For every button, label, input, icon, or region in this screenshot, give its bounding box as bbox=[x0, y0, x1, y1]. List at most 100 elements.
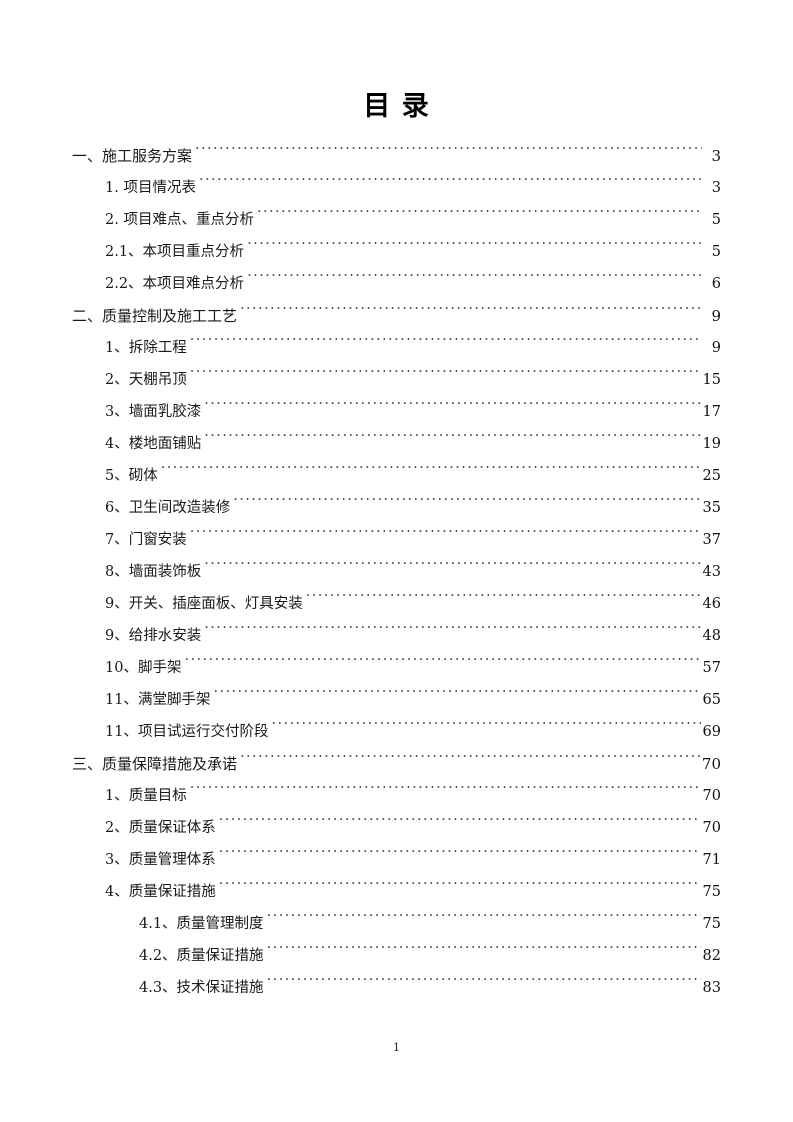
toc-entry-label: 2、天棚吊顶 bbox=[105, 372, 187, 388]
toc-entry[interactable]: 2. 项目难点、重点分析 5 bbox=[72, 204, 721, 236]
toc-dot-leader bbox=[184, 658, 700, 673]
toc-entry[interactable]: 1、质量目标 70 bbox=[72, 780, 721, 812]
toc-dot-leader bbox=[190, 530, 701, 545]
toc-entry-label: 三、质量保障措施及承诺 bbox=[72, 755, 238, 773]
toc-dot-leader bbox=[195, 146, 702, 161]
toc-entry-label: 1. 项目情况表 bbox=[105, 180, 196, 196]
toc-entry-page-number: 83 bbox=[702, 980, 721, 996]
toc-entry[interactable]: 4.3、技术保证措施 83 bbox=[72, 972, 721, 1004]
toc-entry-label: 4.1、质量管理制度 bbox=[139, 916, 264, 932]
toc-entry[interactable]: 11、项目试运行交付阶段 69 bbox=[72, 716, 721, 748]
toc-dot-leader bbox=[161, 466, 701, 481]
toc-entry-label: 7、门窗安装 bbox=[105, 532, 187, 548]
toc-entry-page-number: 75 bbox=[702, 884, 721, 900]
toc-dot-leader bbox=[190, 338, 702, 353]
toc-entry-label: 6、卫生间改造装修 bbox=[105, 500, 231, 516]
toc-entry-page-number: 3 bbox=[711, 180, 721, 196]
toc-entry[interactable]: 4、质量保证措施 75 bbox=[72, 876, 721, 908]
toc-entry[interactable]: 7、门窗安装 37 bbox=[72, 524, 721, 556]
toc-entry-page-number: 75 bbox=[702, 916, 721, 932]
toc-dot-leader bbox=[267, 946, 701, 961]
toc-entry-page-number: 25 bbox=[702, 468, 721, 484]
toc-dot-leader bbox=[247, 274, 702, 289]
toc-entry[interactable]: 8、墙面装饰板 43 bbox=[72, 556, 721, 588]
toc-entry[interactable]: 三、质量保障措施及承诺 70 bbox=[72, 748, 721, 780]
page-title: 目 录 bbox=[363, 91, 430, 122]
toc-dot-leader bbox=[213, 690, 700, 705]
toc-dot-leader bbox=[204, 562, 700, 577]
toc-entry-page-number: 69 bbox=[702, 724, 721, 740]
toc-entry[interactable]: 10、脚手架 57 bbox=[72, 652, 721, 684]
toc-entry-label: 2、质量保证体系 bbox=[105, 820, 216, 836]
toc-entry-page-number: 5 bbox=[711, 212, 721, 228]
toc-entry[interactable]: 2.2、本项目难点分析 6 bbox=[72, 268, 721, 300]
toc-dot-leader bbox=[271, 722, 700, 737]
toc-entry[interactable]: 9、开关、插座面板、灯具安装 46 bbox=[72, 588, 721, 620]
toc-entry[interactable]: 二、质量控制及施工工艺 9 bbox=[72, 300, 721, 332]
toc-entry-label: 1、拆除工程 bbox=[105, 340, 187, 356]
toc-entry-page-number: 6 bbox=[711, 276, 721, 292]
toc-entry-label: 9、给排水安装 bbox=[105, 628, 202, 644]
toc-entry[interactable]: 5、砌体 25 bbox=[72, 460, 721, 492]
toc-entry[interactable]: 6、卫生间改造装修 35 bbox=[72, 492, 721, 524]
toc-entry-page-number: 71 bbox=[702, 852, 721, 868]
toc-entry-label: 10、脚手架 bbox=[105, 660, 182, 676]
toc-entry-label: 2. 项目难点、重点分析 bbox=[105, 212, 254, 228]
toc-entry[interactable]: 2、质量保证体系 70 bbox=[72, 812, 721, 844]
toc-entry-label: 二、质量控制及施工工艺 bbox=[72, 307, 238, 325]
toc-entry[interactable]: 9、给排水安装 48 bbox=[72, 620, 721, 652]
toc-entry-page-number: 70 bbox=[702, 788, 721, 804]
toc-entry-page-number: 70 bbox=[702, 820, 721, 836]
toc-entry-label: 3、质量管理体系 bbox=[105, 852, 216, 868]
toc-entry-label: 4.3、技术保证措施 bbox=[139, 980, 264, 996]
toc-entry-page-number: 48 bbox=[702, 628, 721, 644]
toc-entry-label: 4、质量保证措施 bbox=[105, 884, 216, 900]
toc-entry[interactable]: 3、墙面乳胶漆 17 bbox=[72, 396, 721, 428]
toc-dot-leader bbox=[190, 370, 701, 385]
toc-dot-leader bbox=[267, 978, 701, 993]
toc-entry[interactable]: 1、拆除工程 9 bbox=[72, 332, 721, 364]
toc-entry[interactable]: 11、满堂脚手架 65 bbox=[72, 684, 721, 716]
toc-entry-page-number: 70 bbox=[701, 755, 721, 773]
toc-dot-leader bbox=[240, 306, 702, 321]
toc-entry-label: 一、施工服务方案 bbox=[72, 147, 193, 165]
toc-dot-leader bbox=[306, 594, 701, 609]
table-of-contents: 一、施工服务方案 3 1. 项目情况表 3 2. 项目难点、重点分析 5 2.1、本项目重点… bbox=[72, 140, 721, 1004]
toc-entry-label: 1、质量目标 bbox=[105, 788, 187, 804]
toc-dot-leader bbox=[267, 914, 701, 929]
toc-entry-label: 11、项目试运行交付阶段 bbox=[105, 724, 269, 740]
toc-dot-leader bbox=[204, 434, 700, 449]
toc-entry[interactable]: 2.1、本项目重点分析 5 bbox=[72, 236, 721, 268]
toc-entry[interactable]: 1. 项目情况表 3 bbox=[72, 172, 721, 204]
toc-entry-label: 9、开关、插座面板、灯具安装 bbox=[105, 596, 303, 612]
toc-entry-page-number: 9 bbox=[711, 340, 721, 356]
toc-entry-label: 2.2、本项目难点分析 bbox=[105, 276, 245, 292]
toc-dot-leader bbox=[257, 210, 702, 225]
toc-entry-page-number: 46 bbox=[702, 596, 721, 612]
toc-entry-page-number: 15 bbox=[702, 372, 721, 388]
toc-entry[interactable]: 4、楼地面铺贴 19 bbox=[72, 428, 721, 460]
toc-entry-page-number: 37 bbox=[702, 532, 721, 548]
toc-dot-leader bbox=[204, 626, 700, 641]
toc-entry-page-number: 82 bbox=[702, 948, 721, 964]
toc-entry-label: 8、墙面装饰板 bbox=[105, 564, 202, 580]
toc-entry[interactable]: 3、质量管理体系 71 bbox=[72, 844, 721, 876]
toc-entry-label: 3、墙面乳胶漆 bbox=[105, 404, 202, 420]
toc-entry[interactable]: 2、天棚吊顶 15 bbox=[72, 364, 721, 396]
toc-entry-label: 4、楼地面铺贴 bbox=[105, 436, 202, 452]
toc-entry-page-number: 3 bbox=[711, 147, 721, 165]
toc-entry-page-number: 17 bbox=[702, 404, 721, 420]
toc-entry[interactable]: 4.2、质量保证措施 82 bbox=[72, 940, 721, 972]
toc-dot-leader bbox=[219, 818, 701, 833]
toc-entry-page-number: 43 bbox=[702, 564, 721, 580]
toc-entry-label: 11、满堂脚手架 bbox=[105, 692, 211, 708]
toc-dot-leader bbox=[190, 786, 701, 801]
toc-entry-page-number: 57 bbox=[702, 660, 721, 676]
toc-entry[interactable]: 一、施工服务方案 3 bbox=[72, 140, 721, 172]
toc-dot-leader bbox=[240, 754, 700, 769]
toc-dot-leader bbox=[247, 242, 702, 257]
toc-entry-label: 2.1、本项目重点分析 bbox=[105, 244, 245, 260]
toc-entry[interactable]: 4.1、质量管理制度 75 bbox=[72, 908, 721, 940]
toc-entry-label: 5、砌体 bbox=[105, 468, 158, 484]
